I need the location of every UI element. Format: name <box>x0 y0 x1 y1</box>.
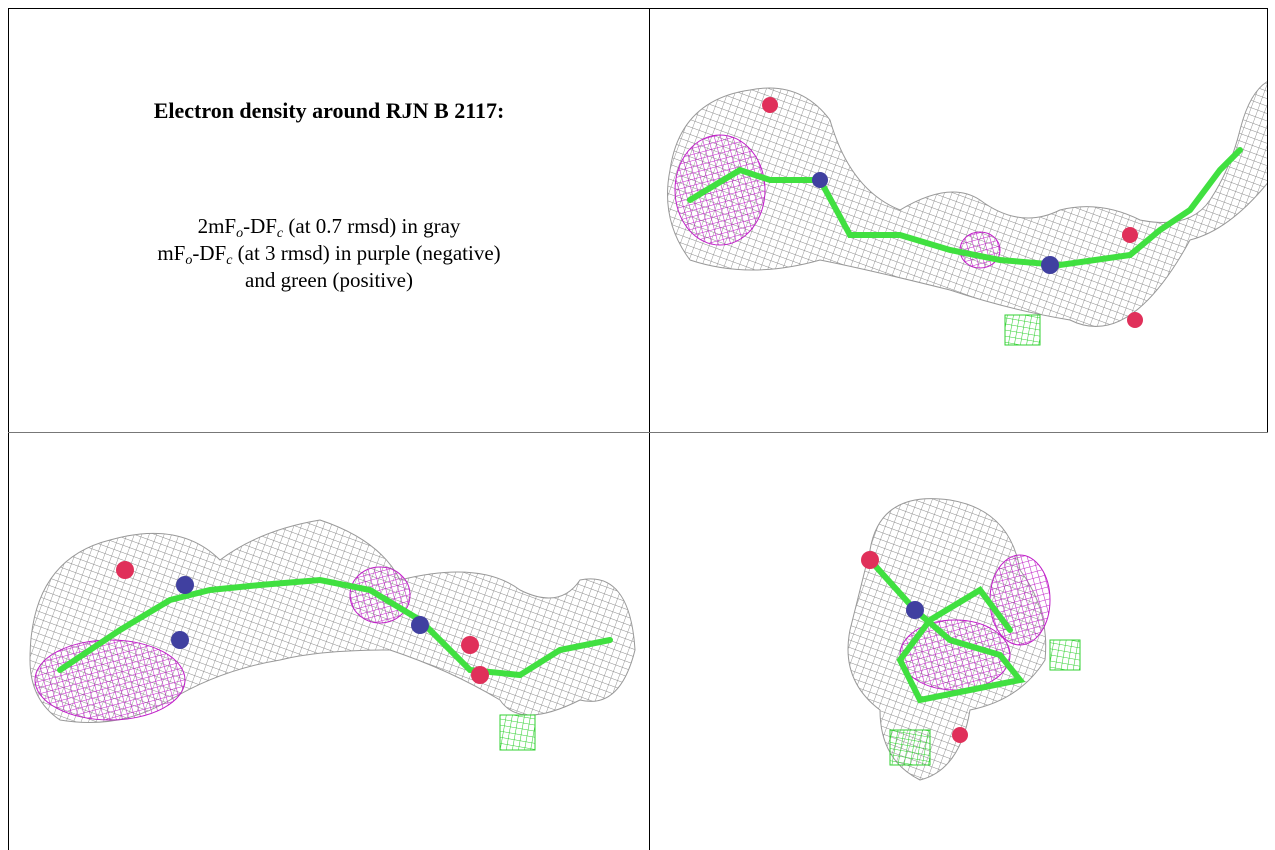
caption-text: mF <box>157 241 185 265</box>
caption-cell: Electron density around RJN B 2117: 2mFo… <box>10 10 648 430</box>
caption-title: Electron density around RJN B 2117: <box>10 98 648 124</box>
density-view-3 <box>820 480 1120 810</box>
figure-page: Electron density around RJN B 2117: 2mFo… <box>0 0 1275 850</box>
table-border <box>1267 8 1268 432</box>
table-border <box>8 8 1268 9</box>
caption-text: -DF <box>192 241 226 265</box>
caption-line: 2mFo-DFc (at 0.7 rmsd) in gray <box>10 213 648 240</box>
caption-text: -DF <box>243 214 277 238</box>
caption-line: and green (positive) <box>10 267 648 294</box>
caption-text: (at 0.7 rmsd) in gray <box>283 214 460 238</box>
caption-text: 2mF <box>198 214 237 238</box>
density-view-2 <box>20 500 640 770</box>
density-view-1 <box>650 60 1267 370</box>
table-border <box>8 432 1268 433</box>
table-border <box>8 8 9 850</box>
caption-line: mFo-DFc (at 3 rmsd) in purple (negative) <box>10 240 648 267</box>
caption-text: (at 3 rmsd) in purple (negative) <box>232 241 500 265</box>
caption-text: and green (positive) <box>245 268 413 292</box>
